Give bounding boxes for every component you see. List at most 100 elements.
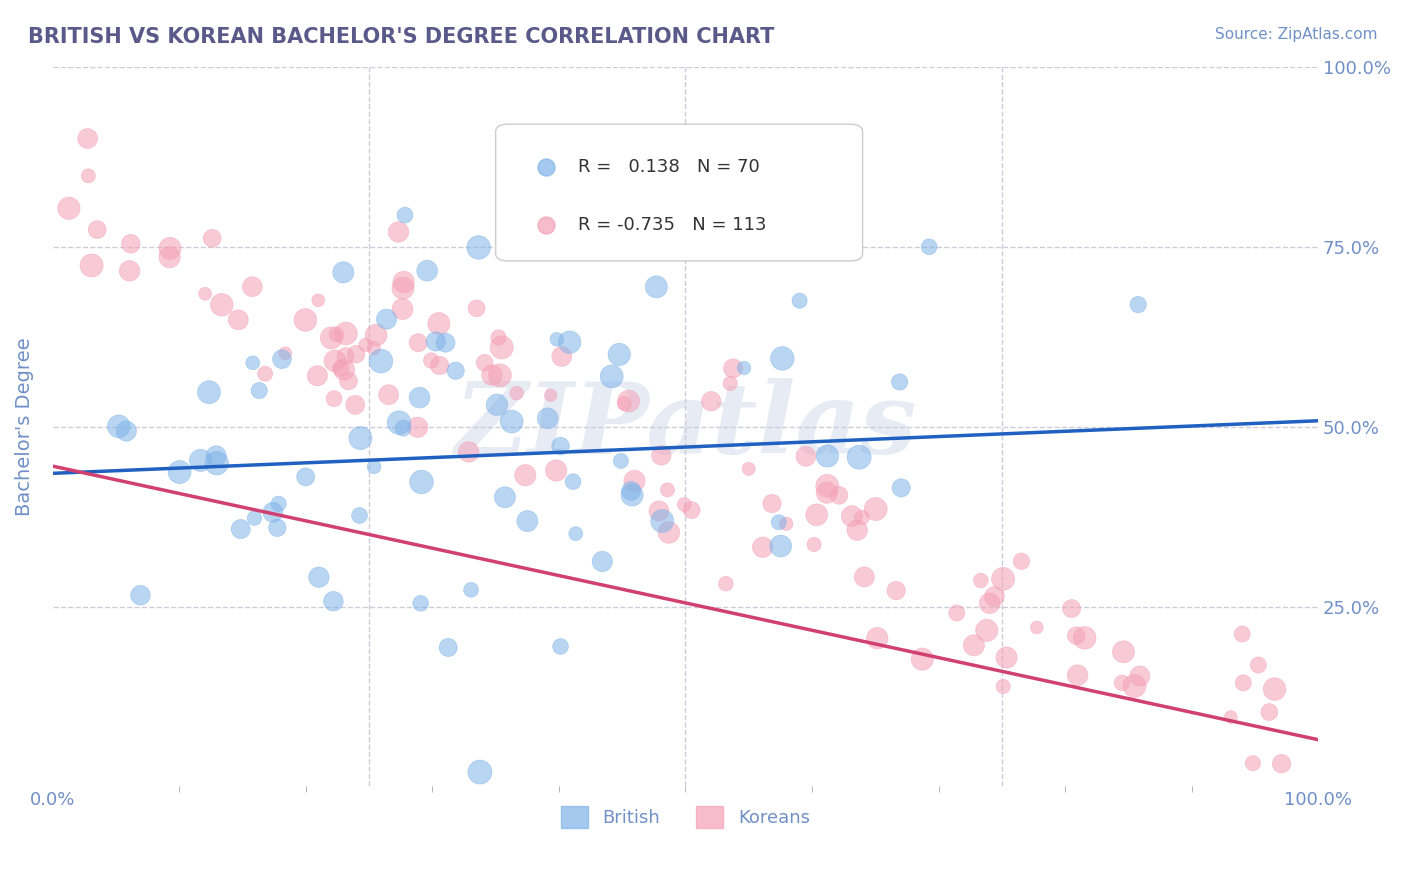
Point [370,354,392,368]
Point [991,572,1014,586]
Point [388,416,411,430]
Point [489,368,512,383]
Point [409,596,432,610]
Point [411,475,433,489]
Point [1064,629,1087,643]
Point [551,350,574,364]
Point [323,354,346,368]
Point [159,250,181,264]
Point [120,236,142,251]
Point [737,462,759,476]
Point [657,483,679,497]
Point [460,582,482,597]
Point [853,570,876,584]
Point [546,332,568,346]
Point [889,375,911,389]
Point [945,606,967,620]
Point [550,439,572,453]
Point [354,338,377,352]
Text: BRITISH VS KOREAN BACHELOR'S DEGREE CORRELATION CHART: BRITISH VS KOREAN BACHELOR'S DEGREE CORR… [28,27,775,46]
Point [794,450,817,464]
Point [427,317,450,331]
Point [841,509,863,524]
Point [337,374,360,388]
Point [437,640,460,655]
Point [536,218,558,232]
Point [468,765,491,780]
Point [434,335,457,350]
Point [363,459,385,474]
Point [240,279,263,293]
Point [1264,682,1286,697]
Point [205,456,228,470]
Point [536,161,558,175]
Point [817,449,839,463]
Point [1232,676,1254,690]
Point [485,398,508,412]
Point [550,640,572,654]
Point [1112,645,1135,659]
Point [243,511,266,525]
Point [375,312,398,326]
Point [768,516,790,530]
Point [1258,705,1281,719]
Point [681,503,703,517]
Point [58,202,80,216]
Point [392,275,415,289]
Point [540,388,562,402]
Point [344,347,367,361]
Point [115,424,138,438]
Point [416,263,439,277]
Point [564,526,586,541]
Legend: British, Koreans: British, Koreans [554,798,817,835]
Point [506,386,529,401]
Point [391,302,413,317]
Point [865,502,887,516]
Point [201,231,224,245]
Point [488,330,510,344]
Point [1073,631,1095,645]
Point [80,259,103,273]
Point [129,588,152,602]
Point [1060,601,1083,615]
Text: Source: ZipAtlas.com: Source: ZipAtlas.com [1215,27,1378,42]
Point [394,208,416,222]
Point [77,169,100,183]
Point [537,411,560,425]
Point [444,364,467,378]
Point [307,368,329,383]
Point [963,638,986,652]
Point [481,368,503,382]
Point [457,445,479,459]
Point [308,570,330,584]
Point [333,362,356,376]
Point [1111,676,1133,690]
Point [851,510,873,524]
Point [911,652,934,666]
Point [976,624,998,638]
Point [645,280,668,294]
Point [332,265,354,279]
Point [159,241,181,255]
Point [648,504,671,518]
Point [366,328,388,343]
FancyBboxPatch shape [496,124,863,261]
Point [1010,554,1032,568]
Point [387,225,409,239]
Point [349,431,371,445]
Point [1025,620,1047,634]
Point [846,523,869,537]
Y-axis label: Bachelor's Degree: Bachelor's Degree [15,337,34,516]
Point [406,420,429,434]
Point [721,361,744,376]
Point [408,391,430,405]
Point [991,680,1014,694]
Point [607,347,630,361]
Point [107,419,129,434]
Point [1271,756,1294,771]
Point [86,222,108,236]
Point [658,525,681,540]
Point [242,356,264,370]
Point [266,521,288,535]
Point [194,286,217,301]
